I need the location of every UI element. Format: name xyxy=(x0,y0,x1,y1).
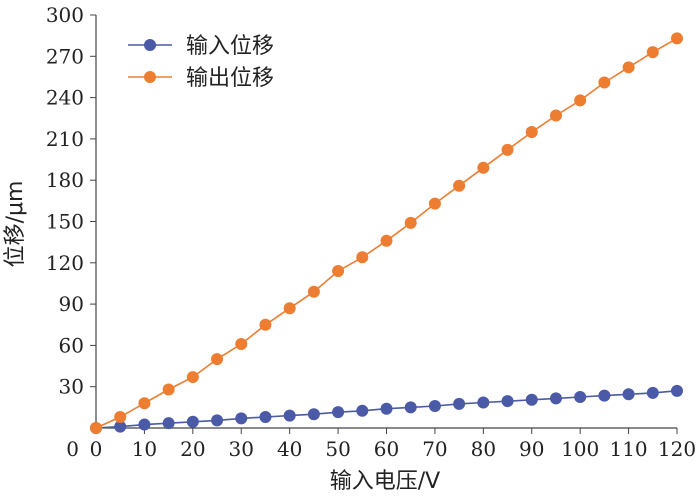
data-point xyxy=(162,417,175,430)
x-tick-label: 40 xyxy=(277,437,302,461)
data-point xyxy=(211,353,224,366)
data-point xyxy=(114,420,127,433)
data-point xyxy=(501,395,514,408)
data-point xyxy=(307,408,320,421)
data-point xyxy=(549,109,562,122)
data-point xyxy=(453,397,466,410)
x-tick-label: 10 xyxy=(132,437,157,461)
legend-item: 输出位移 xyxy=(128,66,274,91)
data-point xyxy=(138,397,151,410)
x-tick-label: 30 xyxy=(229,437,254,461)
legend-item: 输入位移 xyxy=(128,34,274,59)
y-tick-label: 210 xyxy=(46,127,84,151)
data-point xyxy=(525,393,538,406)
y-tick-label: 0 xyxy=(66,437,79,461)
axes xyxy=(90,14,678,434)
x-tick-label: 120 xyxy=(658,437,696,461)
data-point xyxy=(598,76,611,89)
data-point xyxy=(477,161,490,174)
series-layer xyxy=(90,32,683,434)
data-point xyxy=(380,402,393,415)
data-point xyxy=(235,412,248,425)
data-point xyxy=(428,197,441,210)
x-tick-label: 50 xyxy=(325,437,350,461)
data-point xyxy=(356,404,369,417)
x-tick-label: 20 xyxy=(180,437,205,461)
data-point xyxy=(186,415,199,428)
y-tick-label: 150 xyxy=(46,210,84,234)
data-point xyxy=(283,302,296,315)
data-point xyxy=(671,32,683,45)
data-point xyxy=(332,265,345,278)
data-point xyxy=(235,338,248,351)
y-axis-title: 位移/μm xyxy=(3,181,28,268)
data-point xyxy=(114,410,127,423)
series-1 xyxy=(90,384,683,434)
data-point xyxy=(477,396,490,409)
data-point xyxy=(356,251,369,264)
y-tick-label: 240 xyxy=(46,86,84,110)
data-point xyxy=(549,392,562,405)
y-tick-label: 120 xyxy=(46,251,84,275)
data-point xyxy=(259,318,272,331)
data-point xyxy=(453,179,466,192)
x-tick-label: 100 xyxy=(561,437,599,461)
data-point xyxy=(574,391,587,404)
data-point xyxy=(162,383,175,396)
data-point xyxy=(598,389,611,402)
x-tick-label: 0 xyxy=(90,437,103,461)
data-point xyxy=(574,94,587,107)
data-point xyxy=(186,371,199,384)
x-tick-label: 60 xyxy=(374,437,399,461)
data-point xyxy=(380,234,393,247)
legend-label: 输出位移 xyxy=(186,66,274,91)
data-point xyxy=(90,422,102,434)
data-point xyxy=(525,126,538,139)
x-axis-title: 输入电压/V xyxy=(330,469,440,494)
y-tick-label: 300 xyxy=(46,3,84,27)
data-point xyxy=(646,46,659,59)
data-point xyxy=(283,409,296,422)
data-point xyxy=(622,388,635,401)
x-tick-label: 70 xyxy=(422,437,447,461)
data-point xyxy=(646,386,659,399)
data-point xyxy=(671,384,683,397)
y-tick-label: 60 xyxy=(59,333,84,357)
legend-swatch-marker xyxy=(144,71,156,83)
y-tick-label: 270 xyxy=(46,44,84,68)
data-point xyxy=(501,143,514,156)
y-tick-label: 180 xyxy=(46,168,84,192)
data-point xyxy=(332,406,345,419)
legend-label: 输入位移 xyxy=(186,34,274,59)
x-tick-label: 80 xyxy=(471,437,496,461)
data-point xyxy=(622,61,635,74)
data-point xyxy=(307,285,320,298)
series-line xyxy=(95,37,678,429)
legend-swatch-marker xyxy=(144,39,156,51)
data-point xyxy=(428,399,441,412)
data-point xyxy=(259,410,272,423)
data-point xyxy=(404,401,417,414)
tick-labels: 0 10 20 30 40 50 60 70 80 90 100 110 120 0 30 60 90 120 15… xyxy=(46,3,696,461)
series-2 xyxy=(90,32,683,434)
y-tick-label: 30 xyxy=(59,375,84,399)
data-point xyxy=(138,418,151,431)
x-tick-label: 110 xyxy=(609,437,647,461)
y-tick-label: 90 xyxy=(59,292,84,316)
x-tick-label: 90 xyxy=(519,437,544,461)
data-point xyxy=(404,216,417,229)
data-point xyxy=(211,414,224,427)
